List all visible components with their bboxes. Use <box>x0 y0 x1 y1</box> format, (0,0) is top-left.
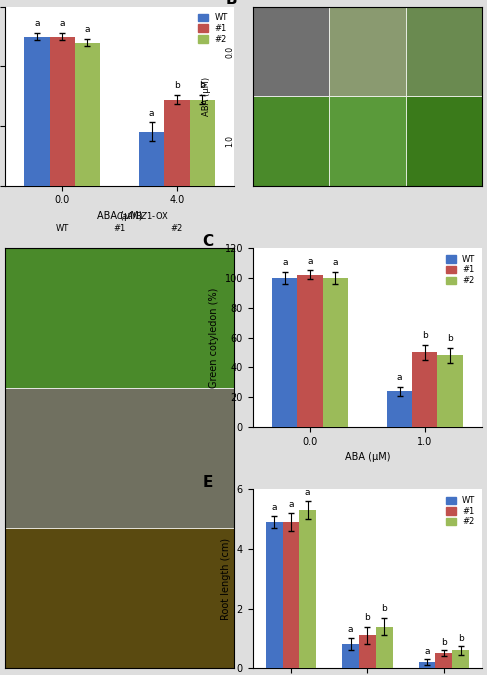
Y-axis label: Green cotyledon (%): Green cotyledon (%) <box>209 288 219 387</box>
Text: a: a <box>333 259 338 267</box>
Text: #2: #2 <box>437 0 449 1</box>
Bar <box>329 96 406 186</box>
Text: a: a <box>288 500 294 509</box>
Bar <box>419 662 435 668</box>
Bar <box>298 275 323 427</box>
Text: a: a <box>85 25 90 34</box>
Bar <box>139 132 164 186</box>
Bar <box>5 388 234 529</box>
Text: C: C <box>202 234 213 249</box>
Text: a: a <box>34 19 40 28</box>
Text: #1: #1 <box>361 0 374 1</box>
Text: 1.0: 1.0 <box>225 135 234 147</box>
Bar <box>282 522 300 668</box>
Text: E: E <box>202 475 212 490</box>
Text: WT: WT <box>287 0 300 1</box>
Bar <box>376 626 393 668</box>
Text: b: b <box>441 639 447 647</box>
Bar <box>359 635 376 668</box>
Text: b: b <box>458 634 464 643</box>
Text: b: b <box>365 613 370 622</box>
Text: a: a <box>282 259 287 267</box>
Text: a: a <box>307 257 313 266</box>
Text: b: b <box>174 81 180 90</box>
Bar <box>5 248 234 388</box>
Bar <box>387 391 412 427</box>
Text: ABA (μM): ABA (μM) <box>202 76 211 115</box>
Legend: WT, #1, #2: WT, #1, #2 <box>195 11 230 47</box>
Y-axis label: Root length (cm): Root length (cm) <box>221 538 231 620</box>
Bar <box>253 7 329 96</box>
Bar <box>272 278 298 427</box>
Bar <box>50 36 75 186</box>
Bar <box>75 43 100 186</box>
Legend: WT, #1, #2: WT, #1, #2 <box>443 493 478 529</box>
Text: $\it{CaAIBZ1}$-OX: $\it{CaAIBZ1}$-OX <box>116 210 169 221</box>
Text: B: B <box>225 0 237 7</box>
Text: b: b <box>447 334 453 344</box>
Text: #2: #2 <box>171 224 183 234</box>
Text: 0.0: 0.0 <box>225 45 234 57</box>
Text: b: b <box>381 604 387 613</box>
Text: #1: #1 <box>113 224 126 234</box>
Bar <box>24 36 50 186</box>
Text: WT: WT <box>56 224 69 234</box>
Bar <box>406 7 482 96</box>
Bar <box>323 278 348 427</box>
Text: a: a <box>59 19 65 28</box>
Bar <box>406 96 482 186</box>
Bar <box>342 645 359 668</box>
Bar <box>300 510 316 668</box>
Bar <box>412 352 437 427</box>
Bar <box>435 653 452 668</box>
Text: a: a <box>271 503 277 512</box>
Text: b: b <box>422 331 428 340</box>
Bar <box>437 355 463 427</box>
Bar <box>452 651 469 668</box>
Text: a: a <box>424 647 430 656</box>
Text: a: a <box>397 373 402 382</box>
Legend: WT, #1, #2: WT, #1, #2 <box>443 252 478 288</box>
Bar <box>329 7 406 96</box>
Text: a: a <box>305 488 311 497</box>
Text: b: b <box>199 81 205 90</box>
Bar <box>164 100 189 186</box>
Bar <box>266 522 282 668</box>
Text: a: a <box>348 625 354 634</box>
Bar <box>253 96 329 186</box>
Bar <box>5 529 234 668</box>
Bar <box>189 100 215 186</box>
X-axis label: ABA (μM): ABA (μM) <box>97 211 142 221</box>
X-axis label: ABA (μM): ABA (μM) <box>345 452 390 462</box>
Text: a: a <box>149 109 154 117</box>
